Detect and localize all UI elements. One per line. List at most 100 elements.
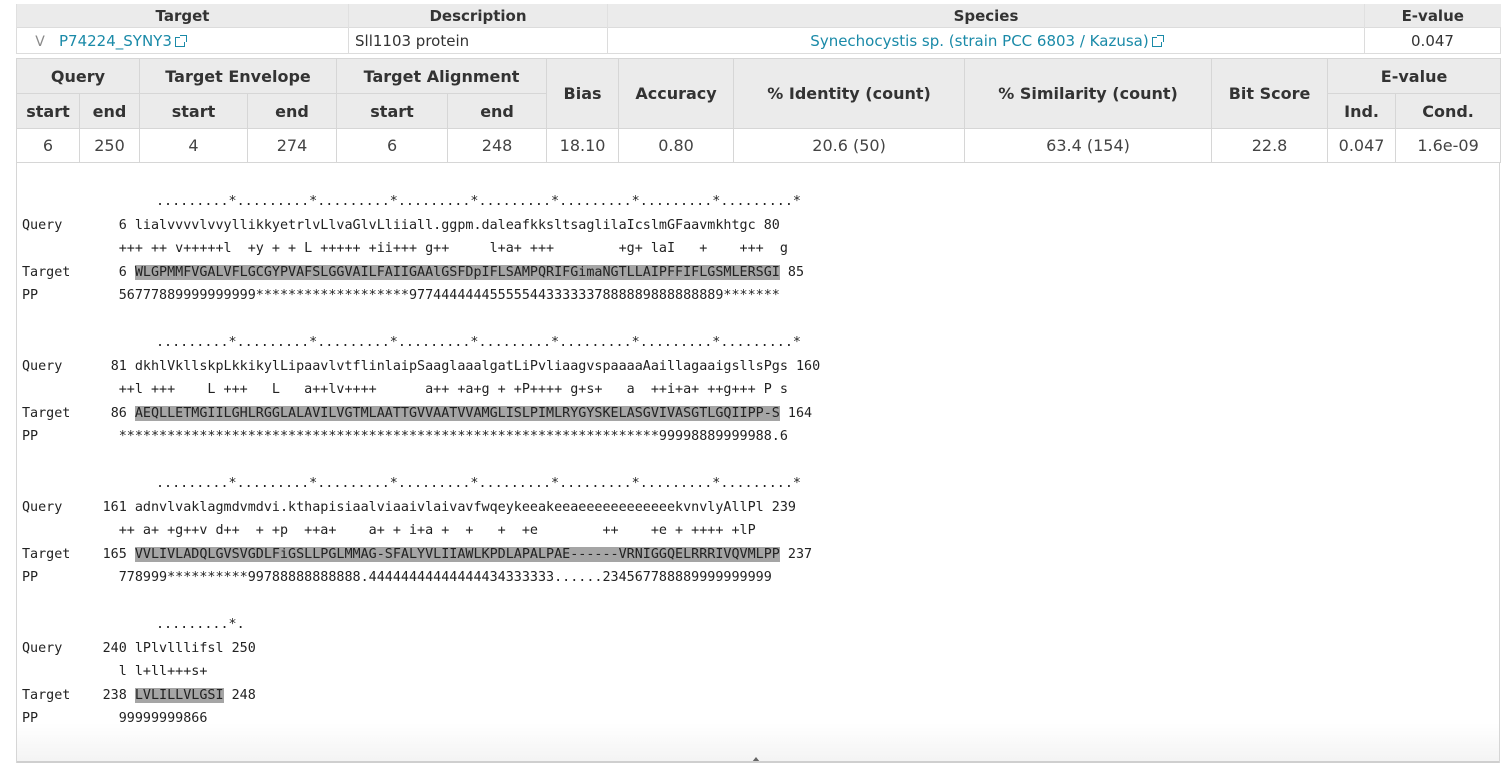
alignment-block: .........*.........*.........*.........*… <box>22 331 820 449</box>
subheader-query-start: start <box>16 93 80 129</box>
hit-description: Sll1103 protein <box>348 27 608 54</box>
cell-query-end: 250 <box>78 128 141 163</box>
query-label: Query <box>22 217 63 233</box>
subheader-envelope-end: end <box>247 93 338 129</box>
cell-envelope-start: 4 <box>139 128 249 163</box>
alignment-panel: .........*.........*.........*.........*… <box>16 163 1500 763</box>
cell-query-start: 6 <box>16 128 80 163</box>
alignment-block: .........*.........*.........*.........*… <box>22 472 812 590</box>
cell-identity: 20.6 (50) <box>733 128 966 163</box>
domain-row: 6 250 4 274 6 248 18.10 0.80 20.6 (50) 6… <box>16 128 1502 163</box>
domain-table: Query Target Envelope Target Alignment B… <box>15 58 1502 163</box>
pp-label: PP <box>22 711 39 726</box>
query-sequence: lialvvvvlvvyllikkyetrlvLlvaGlvLliiall.gg… <box>134 217 756 233</box>
ruler-line: .........*. <box>156 617 245 632</box>
subheader-alignment-end: end <box>447 93 548 129</box>
hit-row: V P74224_SYNY3 Sll1103 protein Synechocys… <box>16 27 1501 54</box>
hit-species-cell: Synechocystis sp. (strain PCC 6803 / Kaz… <box>607 27 1365 54</box>
target-sequence: WLGPMMFVGALVFLGCGYPVAFSLGGVAILFAIIGAAlGS… <box>134 264 780 280</box>
col-header-evalue: E-value <box>1364 4 1501 28</box>
target-end: 85 <box>787 264 805 280</box>
header-evalue: E-value <box>1327 58 1502 94</box>
query-sequence: lPlvlllifsl <box>134 640 224 656</box>
target-sequence: AEQLLETMGIILGHLRGGLALAVILVGTMLAATTGVVAAT… <box>134 405 780 421</box>
header-target-envelope: Target Envelope <box>139 58 338 94</box>
query-sequence: adnvlvaklagmdvmdvi.kthapisiaalviaaivlaiv… <box>134 499 764 515</box>
col-header-description: Description <box>348 4 608 28</box>
target-label: Target <box>22 687 71 703</box>
pp-line: 99999999866 <box>118 711 208 726</box>
target-end: 237 <box>787 546 813 562</box>
external-link-icon[interactable] <box>1151 34 1164 47</box>
pp-label: PP <box>22 570 39 585</box>
target-start: 86 <box>110 405 127 421</box>
ruler-line: .........*.........*.........*.........*… <box>156 194 801 209</box>
target-label: Target <box>22 264 71 280</box>
target-end: 164 <box>787 405 813 421</box>
target-sequence: VVLIVLADQLGVSVGDLFiGSLLPGLMMAG-SFALYVLII… <box>134 546 780 562</box>
hit-target-cell: V P74224_SYNY3 <box>16 27 349 54</box>
pp-line: ****************************************… <box>118 429 788 444</box>
col-header-species: Species <box>607 4 1365 28</box>
target-label: Target <box>22 546 71 562</box>
match-line: l l+ll+++s+ <box>118 664 208 679</box>
cell-envelope-end: 274 <box>247 128 338 163</box>
query-label: Query <box>22 499 63 515</box>
alignment-block: .........*.........*.........*.........*… <box>22 190 804 308</box>
cell-accuracy: 0.80 <box>618 128 735 163</box>
target-start: 165 <box>102 546 127 562</box>
cell-alignment-start: 6 <box>336 128 449 163</box>
pp-label: PP <box>22 288 39 303</box>
resize-handle-icon[interactable] <box>752 757 760 762</box>
target-label: Target <box>22 405 71 421</box>
subheader-evalue-ind: Ind. <box>1327 93 1397 129</box>
subheader-evalue-cond: Cond. <box>1395 93 1502 129</box>
header-identity: % Identity (count) <box>733 58 966 129</box>
match-line: ++ a+ +g++v d++ + +p ++a+ a+ + i+a + + +… <box>118 523 756 538</box>
target-end: 248 <box>231 687 256 703</box>
query-end: 160 <box>795 358 821 374</box>
query-end: 80 <box>763 217 780 233</box>
query-start: 240 <box>102 640 127 656</box>
domain-table-sub-header: start end start end start end Ind. Cond. <box>16 93 1502 129</box>
header-target-alignment: Target Alignment <box>336 58 548 94</box>
cell-evalue-ind: 0.047 <box>1327 128 1397 163</box>
cell-similarity: 63.4 (154) <box>964 128 1213 163</box>
hit-table: Target Description Species E-value V P742… <box>16 4 1501 54</box>
query-sequence: dkhlVkllskpLkkikylLipaavlvtflinlaipSaagl… <box>134 358 788 374</box>
ruler-line: .........*.........*.........*.........*… <box>156 476 801 491</box>
domain-table-group-header: Query Target Envelope Target Alignment B… <box>15 58 1502 129</box>
cell-bit-score: 22.8 <box>1211 128 1329 163</box>
alignment-block: .........*. Query 240 lPlvlllifsl 250 l … <box>22 613 256 731</box>
col-header-target: Target <box>16 4 349 28</box>
header-query: Query <box>15 58 141 94</box>
subheader-envelope-start: start <box>139 93 249 129</box>
subheader-alignment-start: start <box>336 93 449 129</box>
match-line: +++ ++ v+++++l +y + + L +++++ +ii+++ g++… <box>118 241 788 256</box>
species-link[interactable]: Synechocystis sp. (strain PCC 6803 / Kaz… <box>810 31 1149 50</box>
query-label: Query <box>22 640 63 656</box>
header-similarity: % Similarity (count) <box>964 58 1213 129</box>
expand-toggle[interactable]: V <box>35 33 45 50</box>
pp-line: 56777889999999999*******************9774… <box>118 288 780 303</box>
target-sequence: LVLILLVLGSI <box>134 687 224 703</box>
match-line: ++l +++ L +++ L a++lv++++ a++ +a+g + +P+… <box>118 382 788 397</box>
pp-line: 778999**********99788888888888.444444444… <box>118 570 772 585</box>
external-link-icon[interactable] <box>174 34 187 47</box>
query-end: 250 <box>231 640 256 656</box>
target-start: 6 <box>118 264 127 280</box>
target-link[interactable]: P74224_SYNY3 <box>59 31 172 50</box>
hit-table-header: Target Description Species E-value <box>16 4 1501 28</box>
header-accuracy: Accuracy <box>618 58 735 129</box>
subheader-query-end: end <box>78 93 141 129</box>
cell-alignment-end: 248 <box>447 128 548 163</box>
target-start: 238 <box>102 687 127 703</box>
query-start: 6 <box>118 217 127 233</box>
query-end: 239 <box>771 499 796 515</box>
ruler-line: .........*.........*.........*.........*… <box>156 335 801 350</box>
header-bit-score: Bit Score <box>1211 58 1329 129</box>
query-start: 81 <box>110 358 127 374</box>
hit-evalue: 0.047 <box>1364 27 1501 54</box>
cell-bias: 18.10 <box>546 128 620 163</box>
pp-label: PP <box>22 429 39 444</box>
